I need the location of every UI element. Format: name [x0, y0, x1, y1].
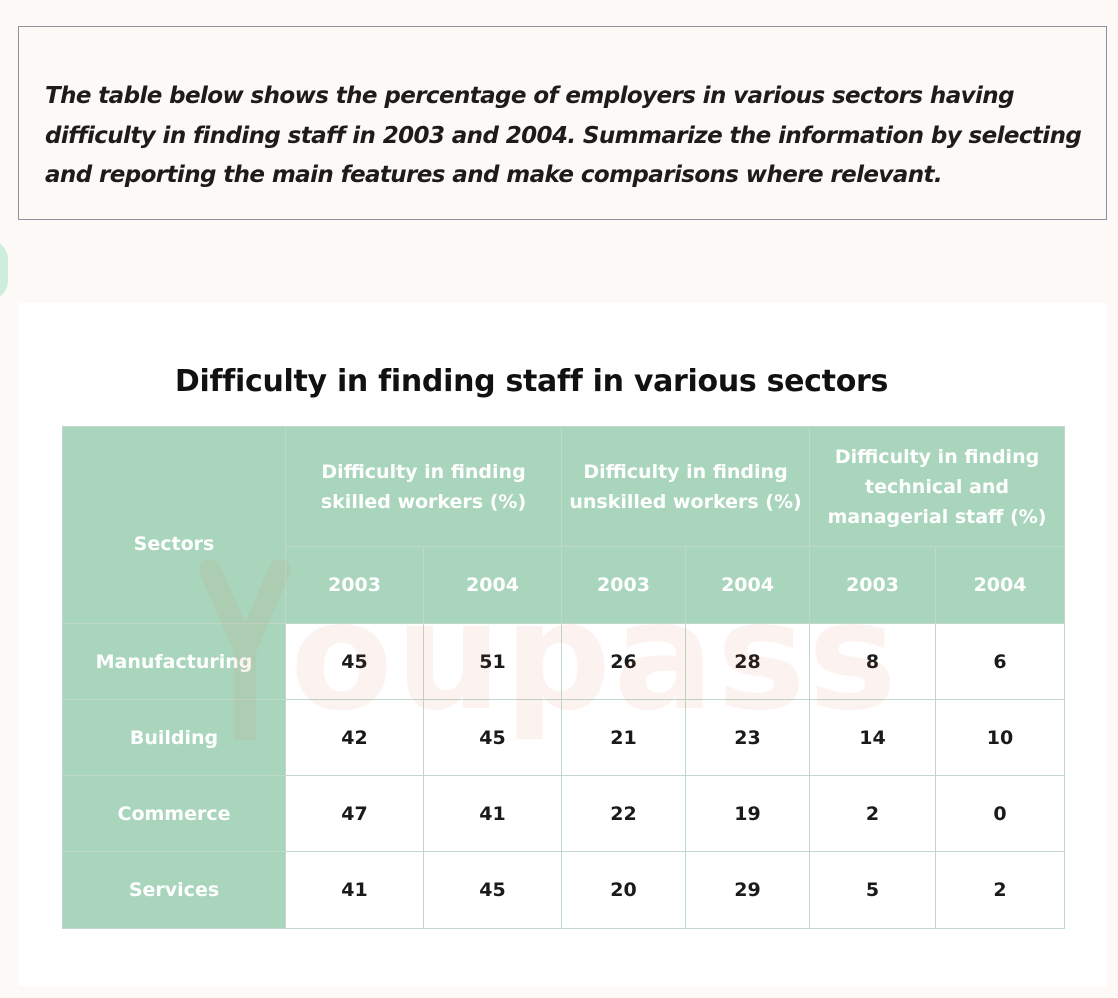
value-cell: 29 — [684, 851, 811, 929]
year-header-technical-2003: 2003 — [809, 546, 937, 624]
value-cell: 45 — [423, 699, 562, 776]
table-row-services: Services 41 45 20 29 5 2 — [62, 851, 1066, 929]
unskilled-header-line-1: Difficulty in finding — [583, 460, 788, 483]
sectors-header: Sectors — [62, 426, 286, 624]
value-cell: 2 — [935, 851, 1066, 929]
data-table-wrapper: Sectors Difficulty in finding skilled wo… — [62, 426, 1066, 929]
year-header-technical-2004: 2004 — [935, 546, 1066, 624]
technical-managerial-header: Difficulty in finding technical and mana… — [809, 426, 1066, 547]
value-cell: 20 — [561, 851, 686, 929]
unskilled-header-line-2: unskilled workers (%) — [569, 490, 802, 513]
value-cell: 51 — [423, 623, 562, 700]
technical-header-line-3: managerial staff (%) — [827, 505, 1047, 528]
decorative-green-shape — [0, 240, 8, 300]
year-header-skilled-2004: 2004 — [423, 546, 562, 624]
value-cell: 10 — [935, 699, 1066, 776]
skilled-header-line-1: Difficulty in finding — [321, 460, 526, 483]
value-cell: 21 — [561, 699, 686, 776]
sector-label-manufacturing: Manufacturing — [62, 623, 286, 700]
year-header-unskilled-2004: 2004 — [684, 546, 811, 624]
value-cell: 22 — [561, 775, 686, 852]
technical-header-line-1: Difficulty in finding — [834, 445, 1040, 468]
value-cell: 45 — [423, 851, 562, 929]
year-header-skilled-2003: 2003 — [285, 546, 424, 624]
data-table: Sectors Difficulty in finding skilled wo… — [62, 426, 1066, 929]
value-cell: 41 — [423, 775, 562, 852]
value-cell: 47 — [285, 775, 424, 852]
value-cell: 41 — [285, 851, 424, 929]
value-cell: 28 — [684, 623, 811, 700]
value-cell: 42 — [285, 699, 424, 776]
year-header-unskilled-2003: 2003 — [561, 546, 686, 624]
table-row-commerce: Commerce 47 41 22 19 2 0 — [62, 775, 1066, 852]
prompt-line-3: and reporting the main features and make… — [45, 162, 943, 188]
value-cell: 0 — [935, 775, 1066, 852]
sector-label-commerce: Commerce — [62, 775, 286, 852]
sector-label-building: Building — [62, 699, 286, 776]
technical-header-line-2: technical and — [865, 475, 1009, 498]
unskilled-workers-header: Difficulty in finding unskilled workers … — [560, 426, 811, 547]
value-cell: 23 — [684, 699, 811, 776]
skilled-header-line-2: skilled workers (%) — [320, 490, 527, 513]
table-row-manufacturing: Manufacturing 45 51 26 28 8 6 — [62, 623, 1066, 700]
value-cell: 6 — [935, 623, 1066, 700]
value-cell: 2 — [809, 775, 937, 852]
value-cell: 45 — [285, 623, 424, 700]
task-prompt-box: The table below shows the percentage of … — [18, 26, 1107, 220]
value-cell: 19 — [684, 775, 811, 852]
value-cell: 14 — [809, 699, 937, 776]
sector-label-services: Services — [62, 851, 286, 929]
year-header-row: 2003 2004 2003 2004 2003 2004 — [63, 546, 1066, 624]
value-cell: 5 — [809, 851, 937, 929]
group-header-row: Sectors Difficulty in finding skilled wo… — [62, 426, 1066, 624]
task-prompt-text: The table below shows the percentage of … — [45, 77, 1085, 196]
skilled-workers-header: Difficulty in finding skilled workers (%… — [285, 426, 562, 547]
prompt-line-1: The table below shows the percentage of … — [45, 83, 1015, 109]
value-cell: 8 — [809, 623, 937, 700]
prompt-line-2: difficulty in finding staff in 2003 and … — [45, 122, 1082, 149]
table-card: Difficulty in finding staff in various s… — [18, 303, 1107, 986]
table-row-building: Building 42 45 21 23 14 10 — [62, 699, 1066, 776]
table-title: Difficulty in finding staff in various s… — [174, 364, 889, 399]
value-cell: 26 — [561, 623, 686, 700]
